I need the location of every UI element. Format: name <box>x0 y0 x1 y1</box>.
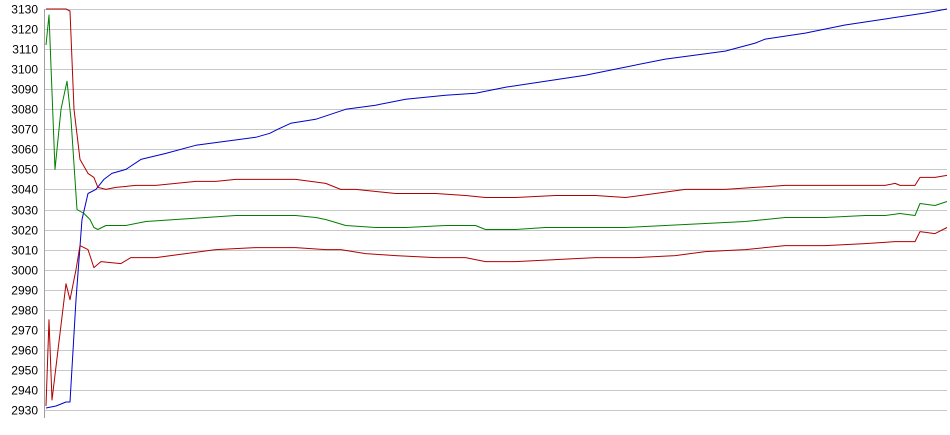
y-tick-label: 2990 <box>11 284 38 298</box>
y-tick-label: 3030 <box>11 204 38 218</box>
y-tick-label: 2980 <box>11 304 38 318</box>
series-line-2-red <box>46 8 948 198</box>
y-tick-label: 3090 <box>11 83 38 97</box>
y-tick-label: 3080 <box>11 103 38 117</box>
y-tick-label: 2930 <box>11 404 38 418</box>
series-lines <box>45 8 948 409</box>
y-tick-label: 3070 <box>11 123 38 137</box>
y-tick-label: 3060 <box>11 143 38 157</box>
y-tick-label: 3120 <box>11 23 38 37</box>
gridlines <box>44 9 947 411</box>
y-tick-label: 3020 <box>11 224 38 238</box>
y-tick-label: 3040 <box>11 183 38 197</box>
y-tick-label: 3110 <box>12 43 38 57</box>
y-tick-label: 2970 <box>11 324 38 338</box>
y-tick-label: 3000 <box>11 264 38 278</box>
y-axis-tick-labels: 2930 2940 2950 2960 2970 2980 2990 3000 3010 3020… <box>11 3 38 418</box>
y-tick-label: 2960 <box>11 344 38 358</box>
y-tick-label: 3130 <box>11 3 38 17</box>
y-tick-label: 3050 <box>11 163 38 177</box>
y-tick-label: 2940 <box>11 384 38 398</box>
series-line-3-green <box>45 14 948 230</box>
series-line-1-blue <box>45 8 948 409</box>
y-tick-label: 3010 <box>11 244 38 258</box>
y-tick-label: 2950 <box>11 364 38 378</box>
series-line-4-red <box>45 227 948 407</box>
y-tick-label: 3100 <box>11 63 38 77</box>
